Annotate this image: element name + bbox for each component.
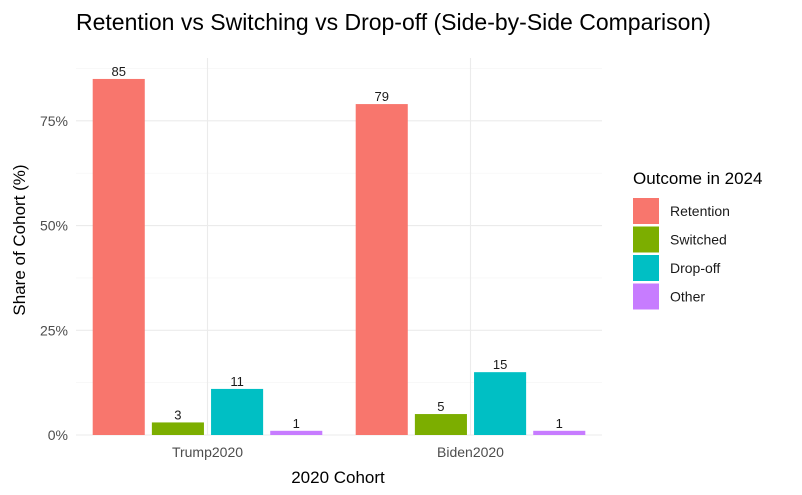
legend-key-other xyxy=(633,283,659,310)
legend-title: Outcome in 2024 xyxy=(633,169,762,188)
legend-label: Other xyxy=(670,289,705,305)
x-axis: Trump2020 Biden2020 xyxy=(172,444,504,460)
legend-label: Switched xyxy=(670,232,727,248)
legend-key-retention xyxy=(633,198,659,224)
bar-switched xyxy=(151,422,204,435)
bar-value-label: 15 xyxy=(493,357,507,372)
legend: Outcome in 2024 Retention Switched Drop-of… xyxy=(633,169,762,310)
legend-label: Drop-off xyxy=(670,260,720,276)
y-tick-label: 0% xyxy=(48,427,68,443)
y-axis: 0% 25% 50% 75% xyxy=(40,113,68,443)
bar-switched xyxy=(414,414,467,435)
x-tick-label: Biden2020 xyxy=(437,444,504,460)
legend-key-switched xyxy=(633,226,659,253)
bar-value-label: 85 xyxy=(112,64,126,79)
y-tick-label: 50% xyxy=(40,218,68,234)
bar-other xyxy=(270,430,323,435)
y-axis-title: Share of Cohort (%) xyxy=(10,164,29,315)
legend-label: Retention xyxy=(670,203,730,219)
bar-drop-off xyxy=(474,372,527,435)
y-tick-label: 25% xyxy=(40,322,68,338)
bars xyxy=(92,78,586,436)
bar-value-label: 79 xyxy=(375,89,389,104)
bar-retention xyxy=(355,104,408,436)
bar-value-label: 3 xyxy=(174,407,181,422)
x-axis-title: 2020 Cohort xyxy=(291,468,385,487)
legend-key-drop-off xyxy=(633,255,659,281)
bar-value-label: 1 xyxy=(293,416,300,431)
bar-retention xyxy=(92,78,145,435)
y-tick-label: 75% xyxy=(40,113,68,129)
bar-value-label: 11 xyxy=(230,374,244,389)
bar-drop-off xyxy=(211,388,264,435)
bar-value-label: 5 xyxy=(437,399,444,414)
x-tick-label: Trump2020 xyxy=(172,444,243,460)
chart-title: Retention vs Switching vs Drop-off (Side… xyxy=(76,9,711,35)
bar-value-label: 1 xyxy=(556,416,563,431)
bar-other xyxy=(533,430,586,435)
